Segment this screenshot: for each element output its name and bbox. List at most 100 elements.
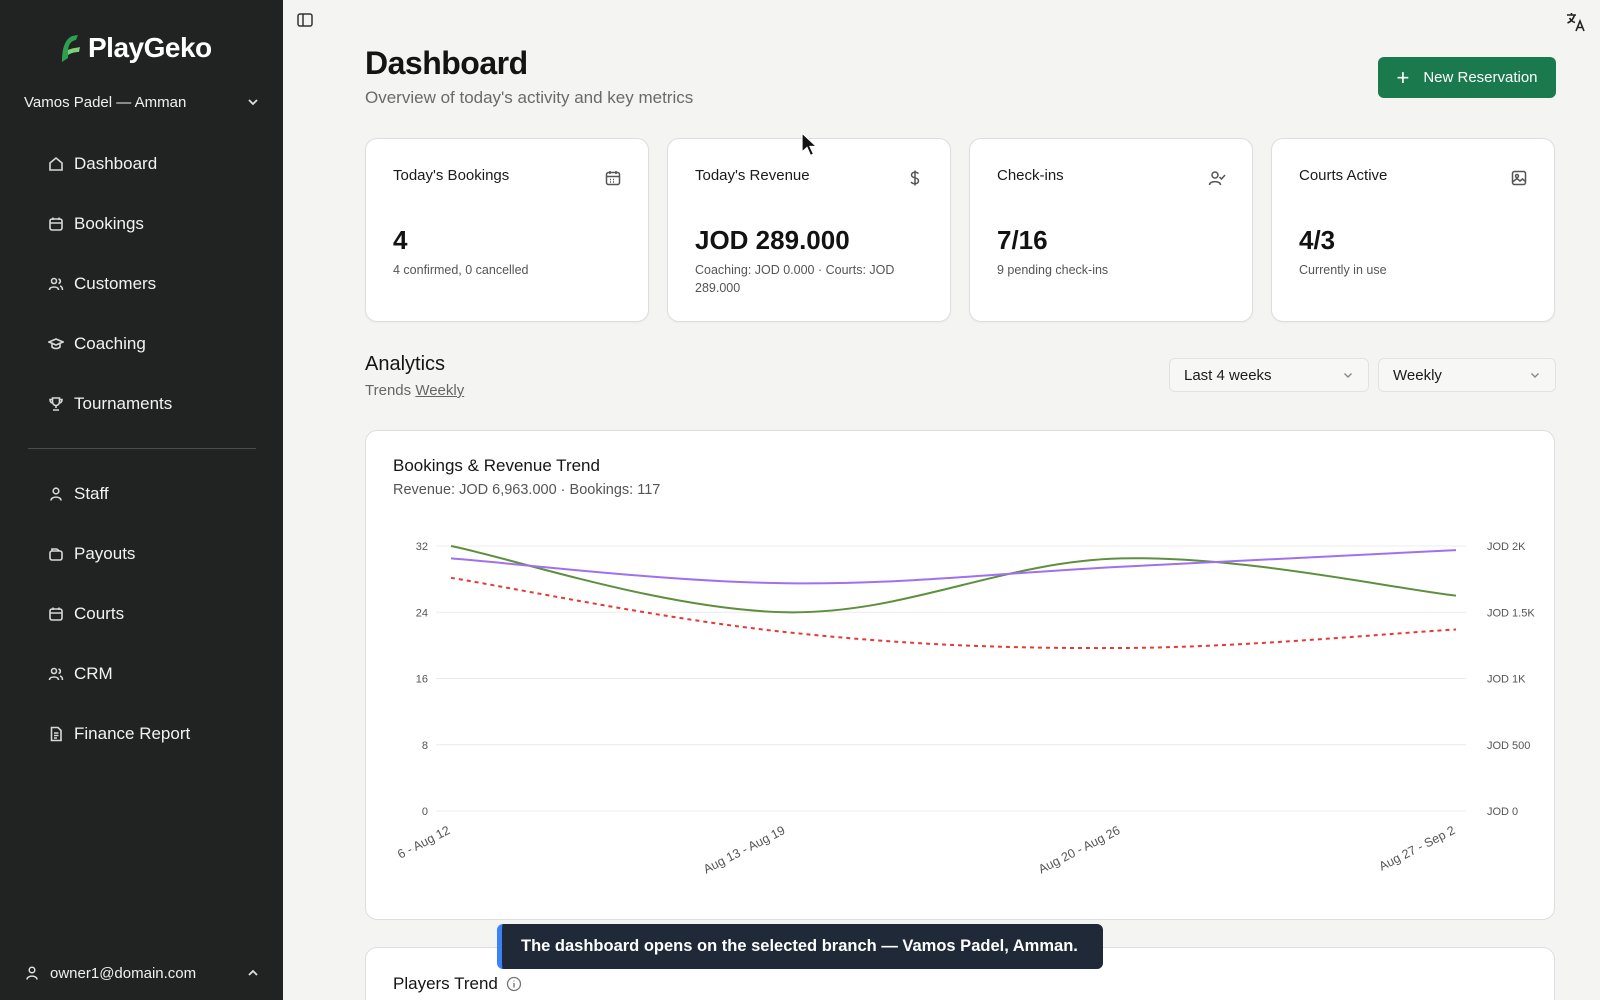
analytics-trends: Trends Weekly: [365, 382, 464, 399]
sidebar-item-staff[interactable]: Staff: [48, 479, 109, 509]
bookings-revenue-chart: 0 8 16 24 32 JOD 0 JOD 500 JOD 1K JOD 1.5K JOD 2K…: [372, 541, 1535, 876]
sidebar-item-crm[interactable]: CRM: [48, 659, 113, 689]
calendar-icon: [49, 217, 63, 231]
sidebar-item-label: Dashboard: [74, 154, 158, 173]
sidebar-item-label: Staff: [74, 484, 109, 503]
chevron-up-icon: [248, 969, 258, 976]
range-select[interactable]: Last 4 weeks: [1169, 358, 1369, 392]
granularity-select-value: Weekly: [1393, 366, 1442, 384]
calendar-icon: [604, 169, 622, 187]
branch-selector[interactable]: Vamos Padel — Amman: [24, 90, 260, 114]
trophy-icon: [49, 397, 63, 411]
chevron-down-icon: [1344, 373, 1352, 378]
user-check-icon: [1208, 169, 1226, 187]
sidebar-item-label: Customers: [74, 274, 157, 293]
sidebar-item-label: CRM: [74, 664, 113, 683]
sidebar-item-label: Finance Report: [74, 724, 191, 743]
sidebar-item-label: Courts: [74, 604, 125, 623]
dollar-icon: [906, 169, 924, 187]
y-right-tick-label: JOD 500: [1487, 740, 1530, 752]
chart-title: Bookings & Revenue Trend: [393, 456, 600, 475]
new-reservation-button[interactable]: + New Reservation: [1378, 57, 1556, 98]
toast-message: The dashboard opens on the selected bran…: [521, 937, 1078, 955]
sidebar-item-coaching[interactable]: Coaching: [48, 329, 146, 359]
metric-card-revenue: Today's Revenue JOD 289.000 Coaching: JO…: [667, 138, 951, 322]
sidebar-item-payouts[interactable]: Payouts: [48, 539, 135, 569]
y-left-tick-label: 16: [416, 674, 428, 686]
users-icon: [48, 277, 64, 291]
metric-card-courts: Courts Active 4/3 Currently in use: [1271, 138, 1555, 322]
y-left-tick-label: 0: [422, 806, 428, 818]
graduation-cap-icon: [48, 338, 64, 350]
sidebar-item-customers[interactable]: Customers: [48, 269, 156, 299]
sidebar-item-tournaments[interactable]: Tournaments: [48, 389, 172, 419]
sidebar-item-label: Tournaments: [74, 394, 173, 413]
metric-value: 4: [393, 225, 408, 255]
user-icon: [26, 966, 38, 980]
metric-subtext: 9 pending check-ins: [997, 263, 1109, 277]
brand-logo[interactable]: PlayGeko: [58, 32, 212, 64]
calendar-icon: [49, 607, 63, 621]
brand-name: PlayGeko: [88, 32, 212, 63]
image-icon: [1510, 169, 1528, 187]
sidebar-item-label: Bookings: [74, 214, 144, 233]
chevron-down-icon: [1531, 373, 1539, 378]
y-left-tick-label: 32: [416, 541, 428, 553]
x-tick-label: Aug 27 - Sep 2: [1377, 823, 1458, 873]
y-right-tick-label: JOD 1K: [1487, 674, 1526, 686]
metric-value: 7/16: [997, 225, 1048, 255]
sidebar-item-label: Payouts: [74, 544, 136, 563]
x-tick-label: Aug 20 - Aug 26: [1036, 823, 1122, 876]
sidebar-item-bookings[interactable]: Bookings: [48, 209, 144, 239]
metric-value: JOD 289.000: [695, 225, 850, 255]
file-icon: [50, 726, 62, 742]
sidebar-item-courts[interactable]: Courts: [48, 599, 124, 629]
user-email: owner1@domain.com: [50, 964, 197, 982]
y-right-tick-label: JOD 0: [1487, 806, 1518, 818]
metric-title: Courts Active: [1299, 167, 1388, 184]
trends-prefix: Trends: [365, 382, 412, 399]
players-trend-label: Players Trend: [393, 974, 498, 993]
metric-title: Check-ins: [997, 167, 1064, 184]
range-select-value: Last 4 weeks: [1184, 366, 1272, 384]
granularity-select[interactable]: Weekly: [1378, 358, 1556, 392]
home-icon: [49, 156, 63, 171]
metric-subtext: Currently in use: [1299, 263, 1387, 277]
x-tick-label: Aug 13 - Aug 19: [701, 823, 787, 876]
sidebar-item-finance-report[interactable]: Finance Report: [48, 719, 190, 749]
mouse-cursor-icon: [801, 132, 819, 157]
user-menu[interactable]: owner1@domain.com: [24, 960, 260, 986]
sidebar-divider: [28, 448, 256, 449]
toast-notification: The dashboard opens on the selected bran…: [497, 924, 1103, 969]
wallet-icon: [49, 548, 63, 561]
metric-title: Today's Revenue: [695, 167, 810, 184]
page-subtitle: Overview of today's activity and key met…: [365, 88, 694, 107]
x-tick-label: Aug 6 - Aug 12: [372, 823, 452, 873]
sidebar-item-dashboard[interactable]: Dashboard: [48, 149, 157, 179]
metric-subtext: 4 confirmed, 0 cancelled: [393, 263, 529, 277]
users-icon: [48, 667, 64, 681]
y-right-tick-label: JOD 2K: [1487, 541, 1526, 553]
info-icon[interactable]: [506, 976, 522, 992]
trends-link[interactable]: Weekly: [415, 382, 465, 399]
metric-card-bookings: Today's Bookings 4 4 confirmed, 0 cancel…: [365, 138, 649, 322]
branch-name: Vamos Padel — Amman: [24, 93, 187, 111]
page-title: Dashboard: [365, 45, 528, 81]
sidebar-toggle-icon[interactable]: [296, 11, 314, 29]
metric-card-checkins: Check-ins 7/16 9 pending check-ins: [969, 138, 1253, 322]
y-left-tick-label: 8: [422, 740, 428, 752]
plus-icon: +: [1396, 64, 1410, 90]
metric-value: 4/3: [1299, 225, 1336, 255]
new-reservation-label: New Reservation: [1423, 69, 1538, 86]
y-left-tick-label: 24: [416, 607, 428, 619]
metric-subtext: Coaching: JOD 0.000 · Courts: JOD 289.00…: [695, 263, 895, 295]
analytics-title: Analytics: [365, 353, 446, 375]
series-line-1: [450, 545, 1457, 614]
translate-icon[interactable]: [1565, 11, 1587, 33]
user-icon: [50, 487, 62, 501]
metric-title: Today's Bookings: [393, 167, 510, 184]
chevron-down-icon: [248, 99, 258, 106]
y-right-tick-label: JOD 1.5K: [1487, 607, 1535, 619]
bookings-revenue-chart-card: Bookings & Revenue Trend Revenue: JOD 6,…: [365, 430, 1555, 920]
series-line-3: [450, 576, 1457, 650]
